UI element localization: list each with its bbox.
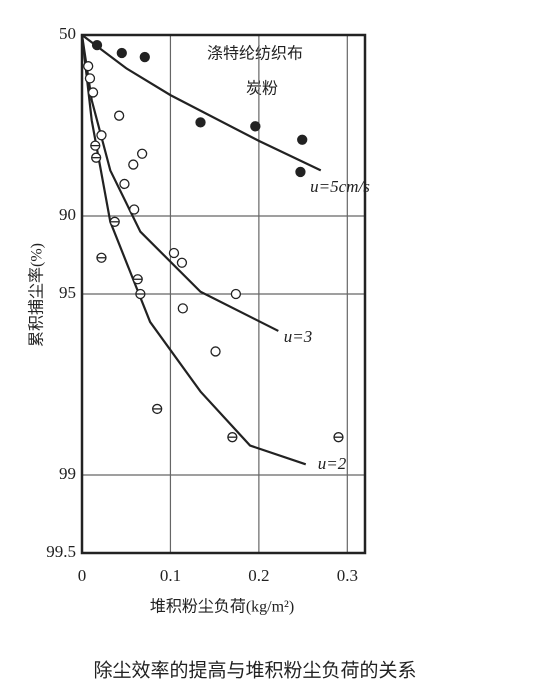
fit-curve bbox=[80, 34, 279, 332]
x-axis-label: 堆积粉尘负荷(kg/m²) bbox=[150, 598, 294, 616]
point bbox=[168, 247, 180, 259]
point bbox=[119, 178, 130, 190]
y-axis-label: 累积捕尘率(%) bbox=[28, 243, 46, 347]
point bbox=[113, 110, 125, 121]
point bbox=[195, 117, 206, 128]
point bbox=[116, 47, 127, 59]
point bbox=[83, 61, 94, 72]
fit-curve bbox=[80, 34, 307, 466]
fit-curve bbox=[81, 34, 322, 172]
point bbox=[84, 73, 96, 84]
curve-label: u=5cm/s bbox=[310, 177, 370, 196]
annotation: 炭粉 bbox=[246, 80, 278, 98]
point bbox=[136, 148, 148, 159]
plot-frame bbox=[80, 33, 367, 555]
y-tick-label: 95 bbox=[59, 283, 76, 302]
point bbox=[139, 51, 150, 63]
y-tick-label: 90 bbox=[59, 205, 76, 224]
y-tick-label: 99 bbox=[59, 464, 76, 483]
point bbox=[250, 121, 261, 132]
point bbox=[297, 134, 308, 145]
annotation: 涤特纶纺织布 bbox=[207, 45, 303, 63]
x-tick-label: 0.2 bbox=[248, 566, 269, 585]
x-tick-label: 0.1 bbox=[160, 566, 181, 585]
point bbox=[128, 159, 139, 170]
point bbox=[87, 87, 99, 98]
curve-label: u=3 bbox=[284, 327, 312, 346]
y-tick-label: 50 bbox=[59, 24, 76, 43]
y-tick-label: 99.5 bbox=[46, 542, 76, 561]
point bbox=[177, 303, 188, 314]
curve-label: u=2 bbox=[318, 454, 347, 473]
point bbox=[210, 346, 221, 357]
point bbox=[230, 288, 242, 300]
point bbox=[96, 130, 107, 141]
point bbox=[129, 204, 140, 215]
x-tick-label: 0.3 bbox=[337, 566, 358, 585]
point bbox=[176, 257, 188, 268]
caption: 除尘效率的提高与堆积粉尘负荷的关系 bbox=[93, 659, 416, 681]
x-tick-label: 0 bbox=[78, 566, 87, 585]
point bbox=[295, 166, 306, 178]
point bbox=[91, 39, 103, 51]
